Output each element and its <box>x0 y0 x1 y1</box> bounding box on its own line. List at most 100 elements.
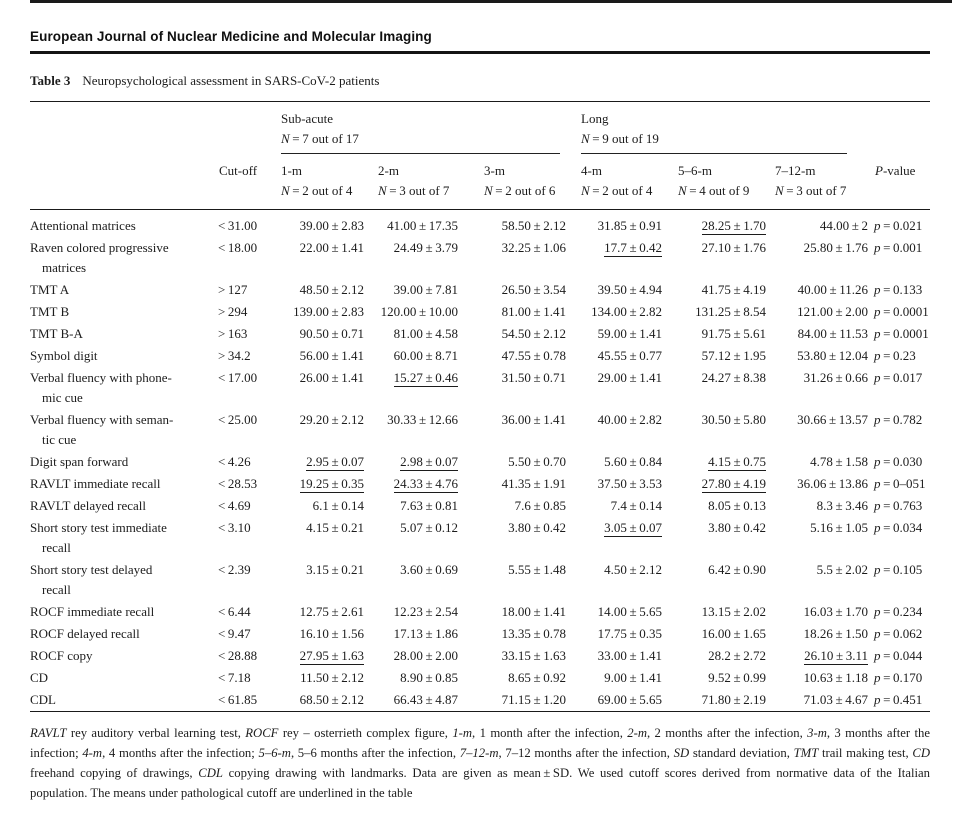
value-cell: 59.00 ± 1.41 <box>580 323 677 345</box>
value-cell: 139.00 ± 2.83 <box>280 301 377 323</box>
table-caption: Neuropsychological assessment in SARS-Co… <box>82 73 380 88</box>
value-cell: 81.00 ± 4.58 <box>377 323 483 345</box>
mean-sd-value-pathological: 15.27 ± 0.46 <box>393 370 458 387</box>
value-cell: 8.90 ± 0.85 <box>377 667 483 689</box>
value-cell: 17.7 ± 0.42 <box>580 237 677 279</box>
mean-sd-value: 4.50 ± 2.12 <box>604 562 662 577</box>
footnote-text: , 5–6 months after the infection, <box>290 746 460 760</box>
mean-sd-value: 58.50 ± 2.12 <box>501 218 566 233</box>
value-cell: 29.00 ± 1.41 <box>580 367 677 409</box>
mean-sd-value-pathological: 27.80 ± 4.19 <box>701 476 766 493</box>
group-long-n: N = 9 out of 19 <box>581 131 659 146</box>
table-row: Short story test immediate recall < 3.10 4… <box>30 517 930 559</box>
mean-sd-value: 16.10 ± 1.56 <box>299 626 364 641</box>
group-long-label: Long <box>581 111 609 126</box>
value-cell: 28.2 ± 2.72 <box>677 645 774 667</box>
value-cell: 31.26 ± 0.66 <box>774 367 874 409</box>
value-cell: 30.33 ± 12.66 <box>377 409 483 451</box>
value-cell: 33.00 ± 1.41 <box>580 645 677 667</box>
test-name-cell: Symbol digit <box>30 348 98 363</box>
value-cell: 7.63 ± 0.81 <box>377 495 483 517</box>
column-header-month-2: 2-m N = 3 out of 7 <box>377 155 483 210</box>
value-cell: 14.00 ± 5.65 <box>580 601 677 623</box>
pvalue-cell: p = 0.017 <box>874 370 923 385</box>
mean-sd-value: 17.13 ± 1.86 <box>393 626 458 641</box>
mean-sd-value: 13.35 ± 0.78 <box>501 626 566 641</box>
table-footnote: RAVLT rey auditory verbal learning test,… <box>30 723 930 803</box>
mean-sd-value: 18.26 ± 1.50 <box>803 626 869 641</box>
mean-sd-value: 32.25 ± 1.06 <box>501 240 566 255</box>
mean-sd-value: 59.00 ± 1.41 <box>597 326 662 341</box>
value-cell: 19.25 ± 0.35 <box>280 473 377 495</box>
value-cell: 27.95 ± 1.63 <box>280 645 377 667</box>
mean-sd-value: 68.50 ± 2.12 <box>299 692 364 707</box>
table-row: Short story test delayed recall < 2.39 3.1… <box>30 559 930 601</box>
value-cell: 3.15 ± 0.21 <box>280 559 377 601</box>
value-cell: 30.66 ± 13.57 <box>774 409 874 451</box>
value-cell: 9.00 ± 1.41 <box>580 667 677 689</box>
value-cell: 66.43 ± 4.87 <box>377 689 483 712</box>
cutoff-cell: < 3.10 <box>218 520 251 535</box>
mean-sd-value: 36.06 ± 13.86 <box>797 476 869 491</box>
test-name-cell: RAVLT immediate recall <box>30 476 161 491</box>
value-cell: 81.00 ± 1.41 <box>483 301 580 323</box>
cutoff-cell: < 28.53 <box>218 476 258 491</box>
month-n: N = 3 out of 7 <box>775 183 847 198</box>
month-label: 7–12-m <box>775 163 816 178</box>
table-row: Digit span forward < 4.26 2.95 ± 0.07 2.98 … <box>30 451 930 473</box>
footnote-abbreviation: CD <box>912 746 930 760</box>
value-cell: 3.80 ± 0.42 <box>677 517 774 559</box>
value-cell: 6.42 ± 0.90 <box>677 559 774 601</box>
pvalue-cell: p = 0.23 <box>874 348 916 363</box>
mean-sd-value: 139.00 ± 2.83 <box>293 304 364 319</box>
value-cell: 13.15 ± 2.02 <box>677 601 774 623</box>
value-cell: 44.00 ± 2 <box>774 210 874 238</box>
pvalue-cell: p = 0.030 <box>874 454 923 469</box>
value-cell: 91.75 ± 5.61 <box>677 323 774 345</box>
mean-sd-value: 24.49 ± 3.79 <box>393 240 458 255</box>
mean-sd-value: 5.5 ± 2.02 <box>816 562 869 577</box>
mean-sd-value-pathological: 19.25 ± 0.35 <box>299 476 364 493</box>
mean-sd-value: 5.50 ± 0.70 <box>508 454 566 469</box>
mean-sd-value: 9.00 ± 1.41 <box>604 670 662 685</box>
mean-sd-value-pathological: 28.25 ± 1.70 <box>701 218 766 235</box>
test-name-cell: Digit span forward <box>30 454 129 469</box>
value-cell: 58.50 ± 2.12 <box>483 210 580 238</box>
mean-sd-value: 39.00 ± 7.81 <box>393 282 458 297</box>
mean-sd-value: 81.00 ± 1.41 <box>501 304 566 319</box>
mean-sd-value: 81.00 ± 4.58 <box>393 326 458 341</box>
mean-sd-value: 33.00 ± 1.41 <box>597 648 662 663</box>
footnote-abbreviation: CDL <box>198 766 223 780</box>
mean-sd-value: 17.75 ± 0.35 <box>597 626 662 641</box>
table-row: Attentional matrices < 31.00 39.00 ± 2.83 4… <box>30 210 930 238</box>
mean-sd-value-pathological: 24.33 ± 4.76 <box>393 476 458 493</box>
value-cell: 12.75 ± 2.61 <box>280 601 377 623</box>
mean-sd-value: 91.75 ± 5.61 <box>701 326 766 341</box>
test-name-cell: Short story test immediate recall <box>30 520 167 555</box>
value-cell: 5.55 ± 1.48 <box>483 559 580 601</box>
mean-sd-value: 28.2 ± 2.72 <box>708 648 766 663</box>
mean-sd-value: 8.65 ± 0.92 <box>508 670 566 685</box>
footnote-text: copying drawing with landmarks. Data are… <box>30 766 930 800</box>
table-caption-line: Table 3 Neuropsychological assessment in … <box>30 71 930 91</box>
value-cell: 53.80 ± 12.04 <box>774 345 874 367</box>
group-header-empty-label <box>30 102 218 156</box>
mean-sd-value: 5.55 ± 1.48 <box>508 562 566 577</box>
table-row: ROCF copy < 28.88 27.95 ± 1.63 28.00 ± 2.00… <box>30 645 930 667</box>
column-header-month-4: 4-m N = 2 out of 4 <box>580 155 677 210</box>
mean-sd-value: 39.00 ± 2.83 <box>299 218 364 233</box>
value-cell: 32.25 ± 1.06 <box>483 237 580 279</box>
mean-sd-value: 30.66 ± 13.57 <box>797 412 869 427</box>
month-n: N = 2 out of 4 <box>581 183 653 198</box>
table-row: TMT B > 294 139.00 ± 2.83 120.00 ± 10.00 81.… <box>30 301 930 323</box>
group-header-empty-cutoff <box>218 102 280 156</box>
value-cell: 26.10 ± 3.11 <box>774 645 874 667</box>
value-cell: 24.49 ± 3.79 <box>377 237 483 279</box>
cutoff-cell: < 9.47 <box>218 626 251 641</box>
value-cell: 48.50 ± 2.12 <box>280 279 377 301</box>
value-cell: 71.80 ± 2.19 <box>677 689 774 712</box>
table-row: CD < 7.18 11.50 ± 2.12 8.90 ± 0.85 8.65 ± 0.… <box>30 667 930 689</box>
value-cell: 31.50 ± 0.71 <box>483 367 580 409</box>
mean-sd-value: 60.00 ± 8.71 <box>393 348 458 363</box>
cutoff-cell: < 31.00 <box>218 218 258 233</box>
